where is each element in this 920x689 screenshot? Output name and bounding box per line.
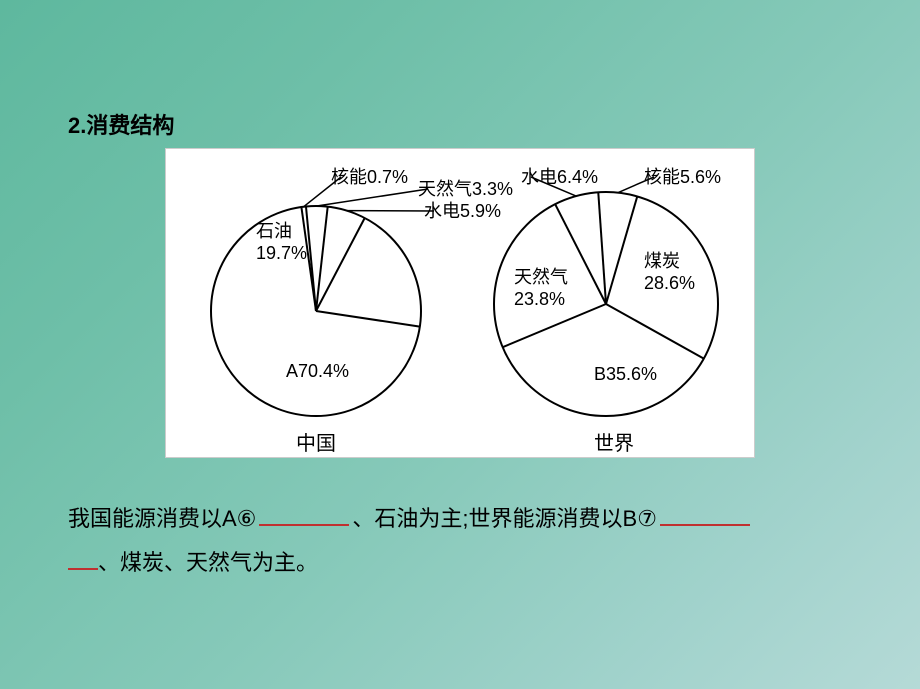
fill-text-line1: 我国能源消费以A⑥ 、石油为主;世界能源消费以B⑦ <box>68 498 753 540</box>
blank-7 <box>660 504 750 526</box>
slice-label: 核能0.7% <box>331 163 408 189</box>
text-1a: 我国能源消费以A⑥ <box>68 506 256 531</box>
section-title: 2.消费结构 <box>68 108 174 140</box>
chart-panel: 核能0.7%天然气3.3%水电5.9%石油19.7%A70.4%水电6.4%核能… <box>165 148 755 458</box>
world-caption: 世界 <box>594 427 634 456</box>
slice-label: 石油19.7% <box>256 217 307 264</box>
text-1b: 、石油为主;世界能源消费以B⑦ <box>352 506 657 531</box>
blank-7-cont <box>68 548 98 570</box>
slice-label: 水电5.9% <box>424 197 501 223</box>
slice-label: 煤炭28.6% <box>644 247 695 294</box>
fill-text-line2: 、煤炭、天然气为主。 <box>68 542 318 584</box>
blank-6 <box>259 504 349 526</box>
slice-label: 天然气23.8% <box>514 263 568 310</box>
slice-label: A70.4% <box>286 361 349 382</box>
slice-label: B35.6% <box>594 364 657 385</box>
slice-label: 核能5.6% <box>644 163 721 189</box>
slice-label: 水电6.4% <box>521 163 598 189</box>
text-2b: 、煤炭、天然气为主。 <box>98 550 318 575</box>
china-caption: 中国 <box>296 427 336 456</box>
